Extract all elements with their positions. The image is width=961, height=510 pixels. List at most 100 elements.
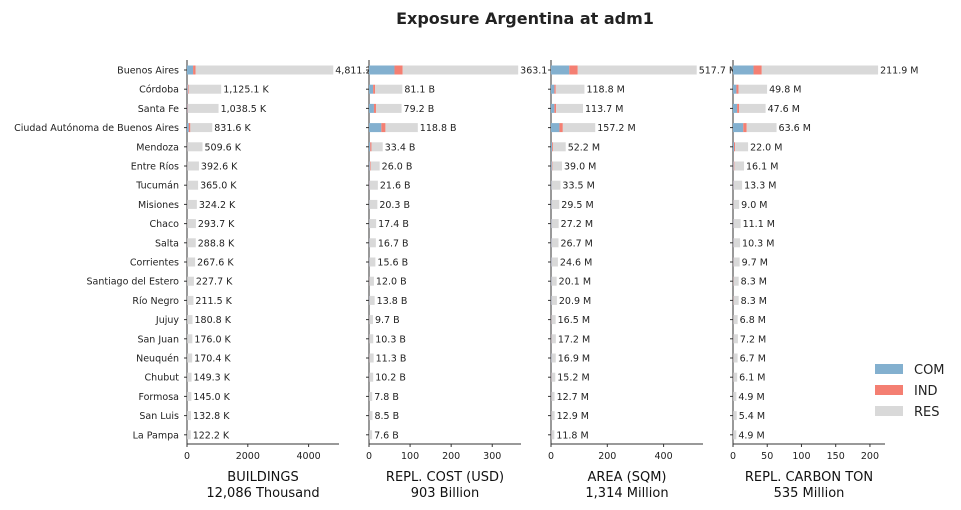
value-label-buenos-aires: 363.1 B (520, 66, 557, 77)
x-tick-label: 0 (184, 451, 190, 462)
bar-res-tucuman (551, 180, 561, 190)
value-label-rio-negro: 20.9 M (559, 296, 591, 307)
value-label-jujuy: 6.8 M (740, 315, 766, 326)
value-label-tucuman: 33.5 M (562, 181, 594, 192)
bar-res-cordoba (375, 84, 403, 94)
bar-res-corrientes (187, 257, 196, 267)
panel-total: 535 Million (774, 486, 845, 501)
legend-swatch-ind (875, 385, 903, 395)
value-label-mendoza: 52.2 M (568, 142, 600, 153)
bar-res-tucuman (187, 180, 199, 190)
x-tick-label: 100 (792, 451, 810, 462)
category-label-salta: Salta (155, 238, 179, 249)
bar-com-santa-fe (369, 103, 374, 113)
bar-com-mendoza (551, 142, 553, 152)
bar-res-la-pampa (551, 430, 555, 440)
value-label-corrientes: 267.6 K (197, 258, 234, 269)
bar-ind-santa-fe (554, 103, 557, 113)
x-tick-label: 150 (827, 451, 845, 462)
value-label-tucuman: 13.3 M (744, 181, 776, 192)
bar-res-neuquen (551, 353, 556, 363)
value-label-cordoba: 49.8 M (769, 85, 801, 96)
value-label-chaco: 17.4 B (378, 219, 409, 230)
bar-ind-santa-fe (737, 103, 740, 113)
x-tick-label: 2000 (236, 451, 260, 462)
bar-res-san-juan (733, 334, 738, 344)
value-label-corrientes: 24.6 M (560, 258, 592, 269)
panel-area-sqm: 0 200 400 517.7 M 118.8 M 113.7 M 157.2 M 52.2 … (548, 60, 737, 501)
bar-res-santiago-del-estero (551, 276, 557, 286)
value-label-chubut: 149.3 K (194, 373, 231, 384)
category-label-jujuy: Jujuy (155, 315, 179, 326)
value-label-ciudad-autonoma-de-buenos-aires: 831.6 K (214, 123, 251, 134)
bar-res-buenos-aires (577, 65, 697, 75)
bar-res-chubut (733, 372, 738, 382)
value-label-la-pampa: 122.2 K (193, 430, 230, 441)
bar-ind-santa-fe (373, 103, 376, 113)
value-label-cordoba: 81.1 B (404, 85, 435, 96)
category-label-cordoba: Córdoba (139, 85, 179, 96)
bar-res-salta (369, 238, 376, 248)
value-label-tucuman: 21.6 B (380, 181, 411, 192)
bar-com-cordoba (551, 84, 555, 94)
value-label-neuquen: 6.7 M (740, 354, 766, 365)
bar-com-cordoba (187, 84, 188, 94)
value-label-chaco: 293.7 K (198, 219, 235, 230)
panel-label: REPL. COST (USD) (386, 470, 504, 485)
value-label-formosa: 12.7 M (557, 392, 589, 403)
category-label-misiones: Misiones (138, 200, 179, 211)
category-label-tucuman: Tucumán (135, 181, 179, 192)
value-label-santa-fe: 79.2 B (404, 104, 435, 115)
bar-ind-ciudad-autonoma-de-buenos-aires (381, 123, 386, 133)
x-tick-label: 300 (483, 451, 501, 462)
bar-res-santa-fe (188, 103, 219, 113)
bar-res-formosa (369, 391, 373, 401)
bar-res-santiago-del-estero (733, 276, 739, 286)
panel-label: BUILDINGS (227, 470, 298, 485)
x-tick-label: 0 (730, 451, 736, 462)
bar-res-buenos-aires (761, 65, 879, 75)
bar-com-tucuman (733, 180, 734, 190)
bar-res-chubut (551, 372, 556, 382)
bar-com-santa-fe (551, 103, 555, 113)
value-label-san-luis: 12.9 M (557, 411, 589, 422)
value-label-chubut: 6.1 M (739, 373, 765, 384)
category-label-ciudad-autonoma-de-buenos-aires: Ciudad Autónoma de Buenos Aires (14, 123, 179, 134)
bar-ind-entre-rios (733, 161, 735, 171)
value-label-la-pampa: 11.8 M (556, 430, 588, 441)
value-label-corrientes: 15.6 B (377, 258, 408, 269)
value-label-la-pampa: 4.9 M (738, 430, 764, 441)
category-label-formosa: Formosa (138, 392, 179, 403)
bar-com-buenos-aires (187, 65, 194, 75)
category-label-la-pampa: La Pampa (133, 430, 179, 441)
panel-buildings: 0 2000 4000 4,811.2 K 1,125.1 K 1,038.5 K 831.… (184, 60, 382, 501)
bar-res-jujuy (733, 315, 738, 325)
bar-ind-buenos-aires (394, 65, 403, 75)
value-label-ciudad-autonoma-de-buenos-aires: 118.8 B (420, 123, 457, 134)
chart-title: Exposure Argentina at adm1 (396, 9, 654, 28)
x-tick-label: 100 (401, 451, 419, 462)
bar-ind-cordoba (187, 84, 189, 94)
value-label-entre-rios: 26.0 B (382, 162, 413, 173)
value-label-chaco: 27.2 M (561, 219, 593, 230)
bar-res-misiones (187, 199, 197, 209)
bar-com-cordoba (733, 84, 737, 94)
x-tick-label: 400 (655, 451, 673, 462)
bar-com-mendoza (733, 142, 735, 152)
value-label-santa-fe: 113.7 M (585, 104, 623, 115)
bar-ind-ciudad-autonoma-de-buenos-aires (188, 123, 191, 133)
value-label-formosa: 7.8 B (374, 392, 399, 403)
value-label-mendoza: 33.4 B (385, 142, 416, 153)
bar-ind-mendoza (734, 142, 736, 152)
bar-res-formosa (551, 391, 555, 401)
bar-res-neuquen (187, 353, 193, 363)
bar-res-san-juan (187, 334, 193, 344)
category-label-santiago-del-estero: Santiago del Estero (87, 277, 180, 288)
legend-label-res: RES (914, 405, 940, 420)
category-label-san-juan: San Juan (137, 334, 179, 345)
value-label-neuquen: 16.9 M (558, 354, 590, 365)
bar-res-jujuy (369, 315, 373, 325)
value-label-mendoza: 22.0 M (750, 142, 782, 153)
bar-res-chaco (733, 219, 741, 229)
